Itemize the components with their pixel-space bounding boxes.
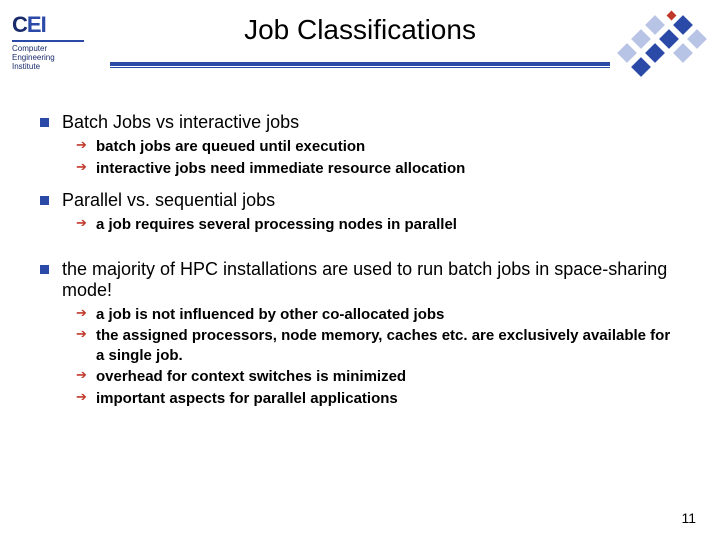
diamond-icon (617, 43, 637, 63)
underline-thin (110, 67, 610, 68)
bullet-level2: important aspects for parallel applicati… (76, 389, 680, 409)
logo-sub-line: Engineering (12, 53, 102, 62)
bullet-level2: the assigned processors, node memory, ca… (76, 326, 680, 365)
diamond-icon (687, 29, 707, 49)
underline-thick (110, 62, 610, 66)
bullet-level1: Parallel vs. sequential jobs (40, 190, 680, 211)
diamond-icon (673, 15, 693, 35)
bullet-level2: interactive jobs need immediate resource… (76, 159, 680, 179)
diamond-icon (645, 15, 665, 35)
bullet-level1: the majority of HPC installations are us… (40, 259, 680, 301)
diamond-icon (659, 29, 679, 49)
content-area: Batch Jobs vs interactive jobs batch jobs… (40, 100, 680, 410)
diamond-icon (631, 29, 651, 49)
diamond-decoration-icon (600, 10, 710, 70)
page-number: 11 (681, 510, 696, 526)
diamond-icon (673, 43, 693, 63)
bullet-level2: a job requires several processing nodes … (76, 215, 680, 235)
diamond-icon (667, 11, 677, 21)
title-underline (110, 62, 610, 68)
diamond-icon (631, 57, 651, 77)
logo-subtitle: Computer Engineering Institute (12, 44, 102, 72)
logo-sub-line: Institute (12, 62, 102, 71)
bullet-level2: a job is not influenced by other co-allo… (76, 305, 680, 325)
slide: CEI Computer Engineering Institute Job C… (0, 0, 720, 540)
diamond-icon (645, 43, 665, 63)
bullet-level2: overhead for context switches is minimiz… (76, 367, 680, 387)
bullet-level2: batch jobs are queued until execution (76, 137, 680, 157)
bullet-level1: Batch Jobs vs interactive jobs (40, 112, 680, 133)
